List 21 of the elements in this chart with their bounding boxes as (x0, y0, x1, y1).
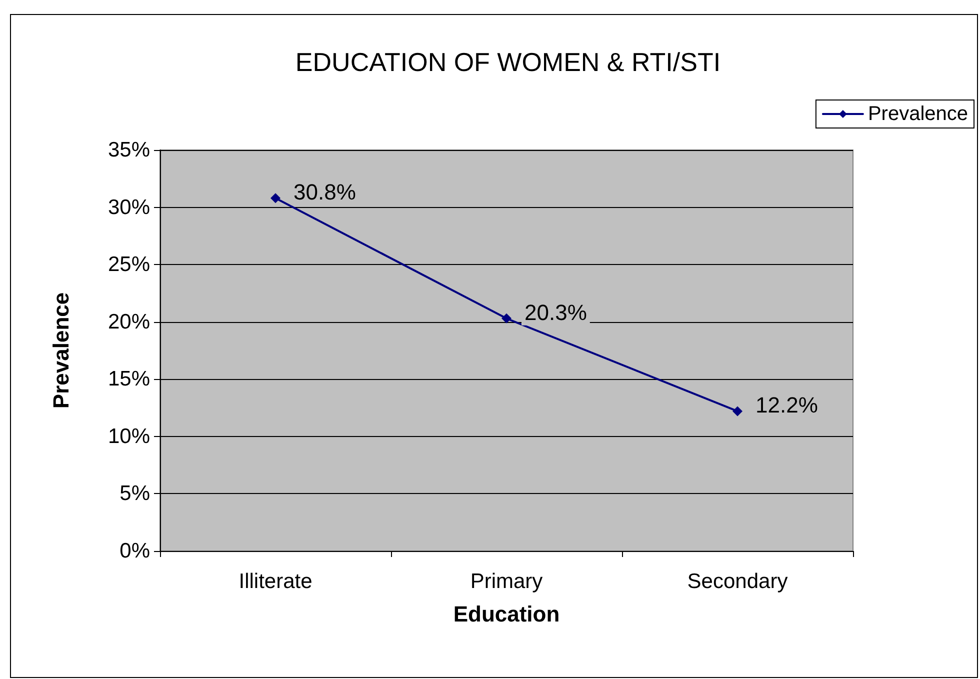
x-tick-label: Illiterate (238, 570, 312, 593)
y-axis-title: Prevalence (48, 292, 74, 409)
y-tick-label: 10% (108, 424, 150, 448)
chart-title: EDUCATION OF WOMEN & RTI/STI (295, 47, 721, 77)
data-label: 12.2% (756, 392, 818, 418)
legend-label: Prevalence (868, 103, 968, 125)
y-tick-label: 20% (108, 310, 150, 334)
point (502, 313, 512, 324)
y-tick-label: 25% (108, 253, 150, 276)
y-tick-label: 35% (108, 138, 150, 162)
data-label: 30.8% (294, 180, 356, 205)
y-tick-label: 15% (108, 368, 150, 391)
x-tick-label: Primary (470, 570, 544, 593)
data-label: 20.3% (524, 300, 587, 325)
y-tick-label: 5% (120, 482, 150, 506)
point (270, 193, 280, 204)
y-tick-label: 30% (108, 196, 150, 219)
y-tick-label: 0% (120, 540, 150, 562)
x-axis-title: Education (453, 602, 560, 626)
x-tick-label: Secondary (687, 570, 788, 593)
point (732, 406, 742, 416)
